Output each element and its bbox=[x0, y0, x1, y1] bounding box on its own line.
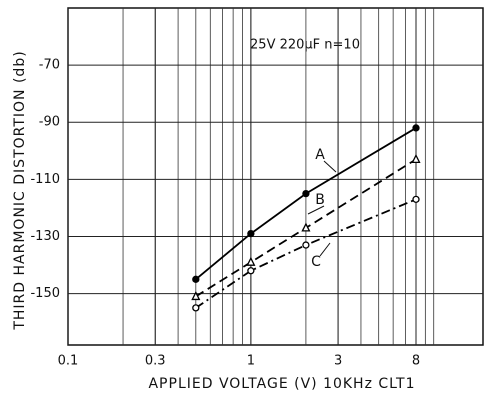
marker bbox=[192, 275, 200, 283]
y-tick-label: -70 bbox=[39, 58, 60, 73]
y-axis-title: THIRD HARMONIC DISTORTION (db) bbox=[12, 50, 28, 330]
x-tick-label: 8 bbox=[412, 354, 420, 369]
y-tick-label: -130 bbox=[30, 229, 60, 244]
x-axis-title: APPLIED VOLTAGE (V) 10KHz CLT1 bbox=[148, 376, 415, 392]
leader-line bbox=[307, 205, 325, 215]
marker bbox=[411, 153, 421, 164]
y-tick-label: -110 bbox=[30, 172, 60, 187]
series-label: A bbox=[315, 147, 325, 163]
annotation: 25V 220µF n=10 bbox=[250, 38, 360, 53]
series-line bbox=[195, 127, 417, 281]
marker bbox=[246, 256, 256, 266]
y-tick-label: -150 bbox=[30, 286, 60, 301]
series-line bbox=[195, 158, 417, 298]
marker bbox=[192, 304, 200, 312]
x-tick-label: 3 bbox=[334, 354, 342, 369]
x-tick-label: 1 bbox=[247, 354, 255, 369]
plot-frame bbox=[67, 7, 484, 346]
series-label: C bbox=[311, 254, 321, 270]
marker bbox=[412, 195, 420, 203]
marker bbox=[301, 222, 311, 232]
leader-line bbox=[323, 160, 337, 173]
marker bbox=[247, 267, 255, 275]
marker bbox=[247, 229, 255, 238]
series-label: B bbox=[315, 192, 325, 208]
x-tick-label: 0.1 bbox=[58, 354, 79, 369]
x-tick-label: 0.3 bbox=[145, 354, 166, 369]
marker bbox=[191, 290, 201, 301]
marker bbox=[302, 241, 310, 249]
series-line bbox=[195, 198, 417, 309]
y-tick-label: -90 bbox=[39, 115, 60, 130]
leader-line bbox=[319, 242, 331, 257]
marker bbox=[412, 124, 420, 132]
marker bbox=[302, 189, 310, 198]
